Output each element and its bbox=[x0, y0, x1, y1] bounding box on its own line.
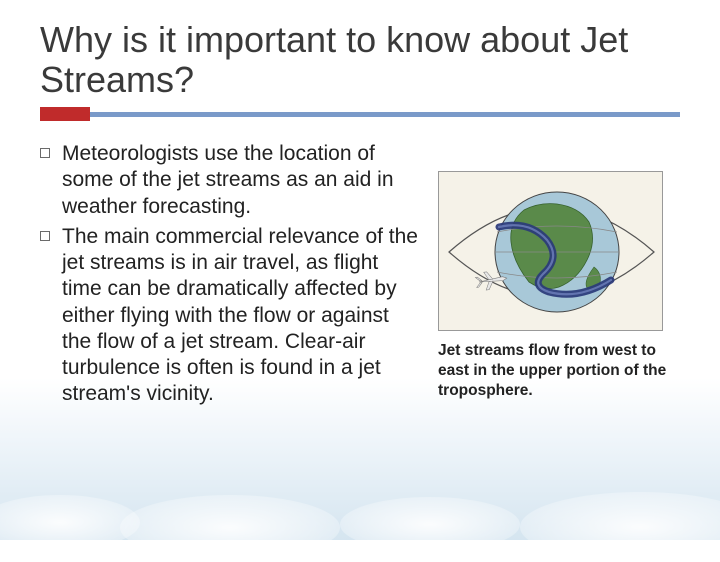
bullets-column: Meteorologists use the location of some … bbox=[40, 141, 420, 412]
cloud-decoration bbox=[0, 460, 720, 540]
slide-title: Why is it important to know about Jet St… bbox=[40, 20, 680, 99]
figure-caption: Jet streams flow from west to east in th… bbox=[438, 341, 680, 401]
globe-illustration bbox=[438, 171, 663, 331]
bullet-box-icon bbox=[40, 148, 50, 158]
bullet-text: The main commercial relevance of the jet… bbox=[62, 224, 420, 408]
bullet-list: Meteorologists use the location of some … bbox=[40, 141, 420, 408]
content-row: Meteorologists use the location of some … bbox=[40, 141, 680, 412]
list-item: Meteorologists use the location of some … bbox=[40, 141, 420, 220]
list-item: The main commercial relevance of the jet… bbox=[40, 224, 420, 408]
accent-blue-line bbox=[90, 112, 680, 117]
slide: Why is it important to know about Jet St… bbox=[0, 0, 720, 540]
bullet-box-icon bbox=[40, 231, 50, 241]
globe-svg bbox=[439, 172, 663, 331]
accent-red-block bbox=[40, 107, 90, 121]
bullet-text: Meteorologists use the location of some … bbox=[62, 141, 420, 220]
accent-bar bbox=[40, 107, 680, 121]
figure-column: Jet streams flow from west to east in th… bbox=[438, 141, 680, 412]
